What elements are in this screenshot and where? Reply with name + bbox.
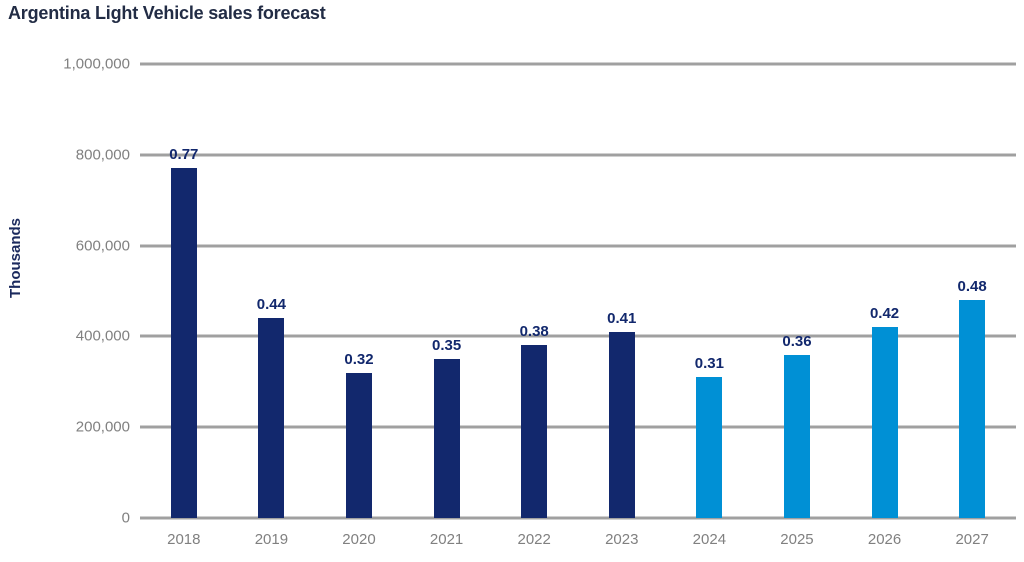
gridline bbox=[140, 244, 1016, 248]
bar-slot-2021: 0.35 bbox=[403, 64, 491, 518]
y-axis-tick-label: 1,000,000 bbox=[63, 55, 130, 73]
x-axis-tick-label-2020: 2020 bbox=[342, 531, 376, 548]
gridline bbox=[140, 334, 1016, 338]
bar-slot-2019: 0.44 bbox=[228, 64, 316, 518]
x-axis-tick-label-2018: 2018 bbox=[167, 531, 201, 548]
gridline bbox=[140, 62, 1016, 66]
bar-2020 bbox=[345, 372, 372, 518]
x-axis-tick-label-2027: 2027 bbox=[955, 531, 989, 548]
bar-2026 bbox=[871, 327, 898, 518]
bar-slot-2027: 0.48 bbox=[928, 64, 1016, 518]
bar-2018 bbox=[170, 168, 197, 518]
bar-slot-2023: 0.41 bbox=[578, 64, 666, 518]
bar-value-label-2023: 0.41 bbox=[607, 309, 637, 327]
bar-value-label-2019: 0.44 bbox=[256, 296, 286, 314]
bar-value-label-2022: 0.38 bbox=[519, 323, 549, 341]
y-axis-tick-label: 800,000 bbox=[75, 146, 130, 164]
bar-2027 bbox=[959, 300, 986, 518]
gridline bbox=[140, 425, 1016, 429]
bar-value-label-2027: 0.48 bbox=[957, 278, 987, 296]
gridline bbox=[140, 516, 1016, 520]
y-axis-tick-label: 400,000 bbox=[75, 327, 130, 345]
bars-layer: 0.77 0.44 0.32 0.35 0.38 0.41 0.31 0.36 0.42 0.48 bbox=[140, 64, 1016, 518]
y-axis-tick-label: 600,000 bbox=[75, 237, 130, 255]
bar-value-label-2025: 0.36 bbox=[782, 332, 812, 350]
x-axis-tick-label-2023: 2023 bbox=[605, 531, 639, 548]
x-axis-tick-label-2019: 2019 bbox=[254, 531, 289, 548]
gridlines bbox=[140, 62, 1016, 520]
bar-value-label-2018: 0.77 bbox=[169, 146, 199, 164]
bar-2023 bbox=[608, 331, 635, 518]
y-axis-labels: 0 200,000 400,000 600,000 800,000 1,000,000 bbox=[0, 56, 130, 527]
chart-title: Argentina Light Vehicle sales forecast bbox=[8, 3, 326, 23]
gridline bbox=[140, 153, 1016, 157]
bar-2021 bbox=[433, 359, 460, 518]
plot-area: 0.77 0.44 0.32 0.35 0.38 0.41 0.31 0.36 0.42 0.48 bbox=[140, 62, 1016, 520]
x-axis-tick-label-2026: 2026 bbox=[867, 531, 902, 548]
bar-slot-2025: 0.36 bbox=[753, 64, 841, 518]
bar-value-label-2024: 0.31 bbox=[694, 355, 724, 373]
y-axis-tick-label: 0 bbox=[121, 509, 130, 527]
x-axis-tick-label-2021: 2021 bbox=[429, 531, 464, 548]
bar-slot-2018: 0.77 bbox=[140, 64, 228, 518]
bar-slot-2022: 0.38 bbox=[490, 64, 578, 518]
bar-value-label-2021: 0.35 bbox=[431, 337, 462, 355]
bar-value-label-2020: 0.32 bbox=[344, 350, 374, 368]
x-axis-tick-label-2022: 2022 bbox=[517, 531, 551, 548]
x-axis-labels: 2018 2019 2020 2021 2022 2023 2024 2025 2026 2027 bbox=[140, 531, 1016, 555]
bar-slot-2020: 0.32 bbox=[315, 64, 403, 518]
bar-value-label-2026: 0.42 bbox=[869, 305, 900, 323]
x-axis-tick-label-2024: 2024 bbox=[692, 531, 727, 548]
bar-2019 bbox=[258, 318, 285, 518]
bar-2024 bbox=[696, 377, 723, 518]
y-axis-tick-label: 200,000 bbox=[75, 418, 130, 436]
bar-slot-2024: 0.31 bbox=[666, 64, 754, 518]
bar-slot-2026: 0.42 bbox=[841, 64, 929, 518]
bar-2025 bbox=[783, 354, 810, 518]
bar-2022 bbox=[521, 345, 548, 518]
x-axis-tick-label-2025: 2025 bbox=[780, 531, 814, 548]
